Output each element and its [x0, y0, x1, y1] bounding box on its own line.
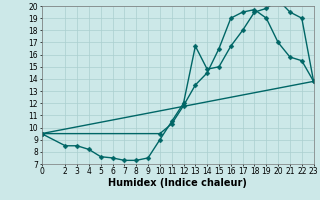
- X-axis label: Humidex (Indice chaleur): Humidex (Indice chaleur): [108, 178, 247, 188]
